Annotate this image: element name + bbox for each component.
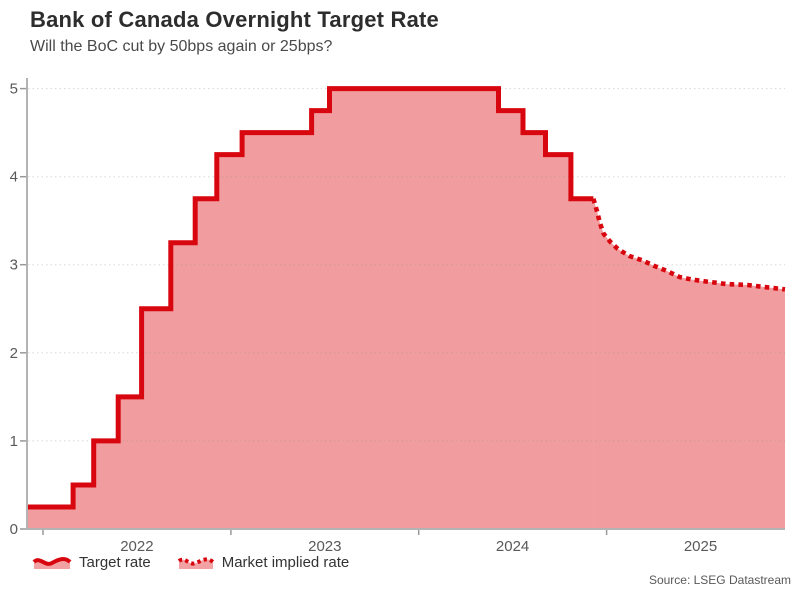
market-implied-area [593, 198, 785, 529]
legend-item-target-rate[interactable]: Target rate [32, 554, 151, 571]
target-rate-line [28, 86, 594, 510]
y-tick-label: 3 [10, 257, 18, 274]
y-tick-label: 5 [10, 81, 18, 98]
y-tick-label: 4 [10, 169, 18, 186]
x-tick-label: 2023 [308, 538, 341, 555]
legend-label-target-rate: Target rate [79, 554, 151, 571]
x-tick-label: 2022 [120, 538, 153, 555]
legend: Target rate Market implied rate [32, 554, 349, 571]
y-tick-label: 2 [10, 345, 18, 362]
chart-title: Bank of Canada Overnight Target Rate [30, 7, 439, 32]
market-implied-rate-swatch-icon [177, 557, 214, 569]
target-rate-area [28, 88, 594, 529]
market-implied-rate-line [591, 198, 786, 292]
chart-subtitle: Will the BoC cut by 50bps again or 25bps… [30, 38, 333, 55]
source-note: Source: LSEG Datastream [648, 573, 791, 587]
x-tick-label: 2025 [684, 538, 717, 555]
legend-item-market-implied-rate[interactable]: Market implied rate [177, 554, 350, 571]
x-tick-label: 2024 [496, 538, 529, 555]
y-tick-label: 1 [10, 433, 18, 450]
target-rate-swatch-icon [32, 557, 72, 569]
y-tick-label: 0 [10, 521, 18, 538]
legend-label-market-implied-rate: Market implied rate [221, 554, 350, 571]
